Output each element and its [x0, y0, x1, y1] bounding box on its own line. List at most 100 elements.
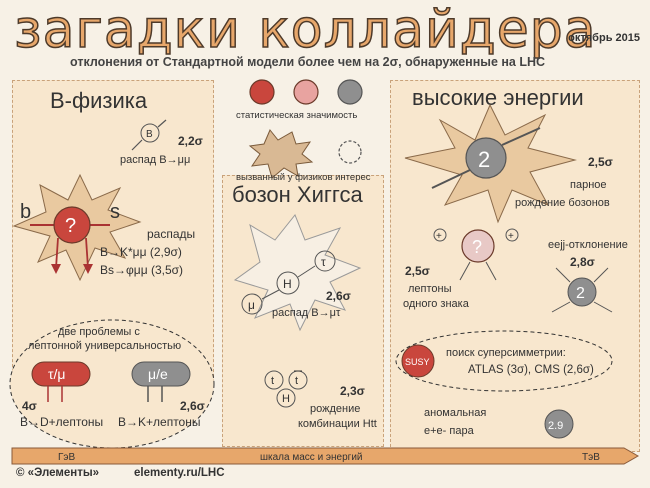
lepton-text-b: одного знака: [403, 298, 470, 310]
legend-red-circle: [249, 79, 275, 105]
scale-right: ТэВ: [582, 452, 600, 463]
top-label-2: t: [295, 375, 298, 387]
decay-right: B→K+лептоны: [118, 415, 200, 429]
legend-gray-circle: [337, 79, 363, 105]
susy-label: SUSY: [405, 357, 430, 367]
susy-results: ATLAS (3σ), CMS (2,6σ): [468, 364, 594, 376]
legend-interest-label: вызванный у физиков интерес: [236, 172, 371, 183]
decay-arrowhead-2: [83, 264, 93, 274]
legend-pink-circle: [293, 79, 319, 105]
eejj-arrow-2: [593, 267, 609, 283]
anomaly-value: 2.9: [548, 420, 563, 432]
higgs-mu-circle: [241, 293, 263, 315]
lepton-question: ?: [472, 237, 482, 257]
susy-ellipse: [395, 330, 613, 392]
decay-arrow-1: [55, 237, 59, 269]
b-arrow-left: [131, 139, 143, 151]
higgs-decay: распад B→μτ: [272, 307, 341, 319]
b-question-circle: [53, 206, 91, 244]
boson-text-a: парное: [570, 179, 607, 191]
boson-circle: [465, 137, 507, 179]
lepton-sigma: 2,5σ: [405, 264, 430, 278]
lepton-arrow-1: [459, 261, 471, 281]
b-sigma: 2,2σ: [178, 134, 203, 148]
legend-significance-label: статистическая значимость: [236, 110, 357, 121]
higgs-h-label: H: [283, 277, 292, 291]
lepton-question-circle: [461, 229, 495, 263]
b-meson-label: B: [146, 129, 153, 140]
eejj-label: 2: [576, 285, 585, 302]
problems-title-1: две проблемы с: [58, 326, 140, 338]
plus-2: +: [508, 231, 514, 242]
higgs-line-2: [261, 289, 280, 300]
problems-title-2: лептонной универсальностью: [28, 340, 181, 352]
higgs-text-2a: рождение: [310, 403, 360, 415]
mu-e-capsule: [131, 361, 191, 387]
mu-e-label: μ/e: [148, 366, 168, 382]
page-title: загадки коллайдера: [13, 0, 597, 61]
boson-sigma: 2,5σ: [588, 155, 613, 169]
b-question-mark: ?: [65, 215, 76, 237]
b-meson-circle: [140, 123, 160, 143]
decay-1: B→K*μμ (2,9σ): [100, 245, 182, 259]
scale-arrow: [11, 447, 640, 465]
sigma-right: 2,6σ: [180, 399, 205, 413]
anomaly-text-b: e+e- пара: [424, 425, 475, 437]
legend-dashed-circle: [338, 140, 362, 164]
higgs-line-1: [297, 265, 316, 278]
quark-s-label: s: [110, 201, 120, 223]
decay-2: Bs→φμμ (3,5σ): [100, 263, 183, 277]
top-circle-1: [264, 370, 284, 390]
eejj-circle: [567, 277, 597, 307]
b-physics-title: B-физика: [50, 88, 148, 113]
anomaly-text-a: аномальная: [424, 407, 486, 419]
scale-center: шкала масс и энергий: [260, 452, 363, 463]
decays-title: распады: [147, 227, 195, 241]
eejj-arrow-4: [593, 301, 613, 313]
tau-mu-capsule: [31, 361, 91, 387]
boson-arrow-1: [431, 169, 471, 189]
b-decay-label: распад B→μμ: [120, 154, 190, 166]
higgs-h2-label: H: [282, 393, 290, 405]
decay-left: B→D+лептоны: [20, 415, 103, 429]
higgs-title: бозон Хиггса: [232, 182, 363, 207]
eejj-arrow-3: [551, 301, 571, 313]
footer-url[interactable]: elementy.ru/LHC: [134, 467, 225, 479]
plus-circle-2: [505, 228, 519, 242]
eejj-sigma: 2,8σ: [570, 255, 595, 269]
plus-circle-1: [433, 228, 447, 242]
higgs-h2-circle: [276, 388, 296, 408]
subtitle: отклонения от Стандартной модели более ч…: [70, 55, 546, 69]
date-label: октябрь 2015: [568, 32, 640, 44]
footer-credit: © «Элементы»: [16, 467, 100, 479]
eejj-arrow-1: [555, 267, 571, 283]
higgs-tau-label: τ: [321, 255, 326, 269]
higgs-interest-star: [233, 214, 362, 332]
higgs-tau-circle: [314, 250, 336, 272]
quark-b-label: b: [20, 201, 31, 223]
boson-text-b: рождение бозонов: [515, 197, 610, 209]
higgs-sigma-1: 2,6σ: [326, 289, 351, 303]
high-energy-title: высокие энергии: [412, 85, 584, 110]
higgs-text-2b: комбинации Htt: [298, 418, 377, 430]
higgs-mu-label: μ: [248, 298, 255, 312]
lepton-text-a: лептоны: [408, 283, 452, 295]
legend-star: [248, 129, 314, 179]
anomaly-circle: [544, 409, 574, 439]
decay-arrowhead-1: [51, 264, 61, 274]
decay-arrow-2: [85, 237, 89, 269]
boson-label: 2: [478, 147, 490, 172]
top-label-1: t: [271, 375, 274, 387]
tau-mu-label: τ/μ: [48, 366, 66, 382]
susy-circle: [401, 344, 435, 378]
higgs-h-circle: [276, 271, 300, 295]
boson-arrow-2: [501, 127, 541, 146]
b-arrow-right: [157, 119, 167, 128]
plus-1: +: [436, 231, 442, 242]
sigma-left: 4σ: [22, 399, 37, 413]
scale-left: ГэВ: [58, 452, 76, 463]
lepton-universality-ellipse: [9, 319, 215, 449]
susy-title: поиск суперсимметрии:: [446, 347, 566, 359]
eejj-title: eejj-отклонение: [548, 239, 628, 251]
